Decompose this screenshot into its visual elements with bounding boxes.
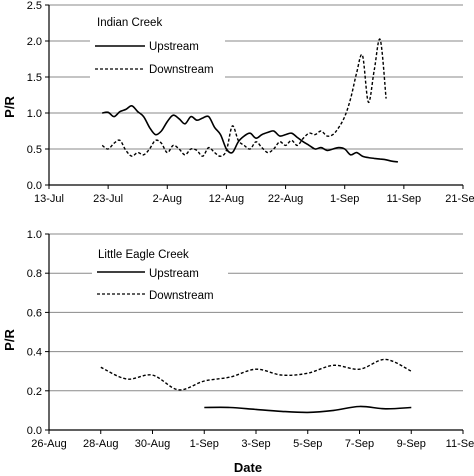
y-tick-label: 1.0 bbox=[27, 108, 42, 120]
y-tick-label: 2.5 bbox=[27, 0, 42, 12]
series-line-downstream bbox=[101, 38, 387, 157]
y-tick-label: 0.2 bbox=[27, 386, 42, 398]
panel-title: Little Eagle Creek bbox=[98, 249, 189, 261]
axes bbox=[45, 233, 464, 434]
gridlines bbox=[49, 233, 463, 392]
x-tick-label: 2-Aug bbox=[153, 193, 182, 205]
legend-downstream-label: Downstream bbox=[149, 64, 214, 76]
y-tick-label: 0.5 bbox=[27, 144, 42, 156]
legend: Upstream Downstream bbox=[95, 41, 214, 76]
panel-title: Indian Creek bbox=[97, 17, 162, 29]
panel-indian-creek: 0.0 0.5 1.0 1.5 2.0 2.5 13-Jul 23-Jul 2-Aug 12-A… bbox=[2, 0, 474, 205]
x-tick-label: 22-Aug bbox=[268, 193, 303, 205]
y-tick-label: 0.6 bbox=[27, 307, 42, 319]
series-line-upstream bbox=[204, 405, 412, 414]
x-tick-label: 11-Sep bbox=[446, 438, 474, 450]
x-tick-label: 28-Aug bbox=[83, 438, 118, 450]
x-tick-label: 26-Aug bbox=[31, 438, 66, 450]
y-axis-title: P/R bbox=[2, 329, 17, 351]
x-tick-label: 5-Sep bbox=[293, 438, 322, 450]
x-tick-label: 12-Aug bbox=[209, 193, 244, 205]
y-tick-label: 1.5 bbox=[27, 72, 42, 84]
x-axis-title: Date bbox=[234, 460, 262, 475]
y-tick-label: 0.0 bbox=[27, 180, 42, 192]
x-tick-label: 23-Jul bbox=[93, 193, 123, 205]
x-tick-label: 7-Sep bbox=[345, 438, 374, 450]
legend-downstream-label: Downstream bbox=[149, 290, 214, 302]
y-tick-label: 2.0 bbox=[27, 36, 42, 48]
series-lines bbox=[101, 38, 399, 163]
y-tick-label: 0.0 bbox=[27, 425, 42, 437]
legend-upstream-label: Upstream bbox=[149, 268, 199, 280]
x-tick-label: 3-Sep bbox=[241, 438, 270, 450]
x-tick-label: 13-Jul bbox=[34, 193, 64, 205]
x-tick-labels: 13-Jul 23-Jul 2-Aug 12-Aug 22-Aug 1-Sep 11-Sep… bbox=[34, 193, 474, 205]
panel-little-eagle-creek: 0.0 0.2 0.4 0.6 0.8 1.0 26-Aug 28-Aug 30-Aug 1-S… bbox=[2, 229, 474, 475]
y-axis-title: P/R bbox=[2, 96, 17, 118]
axes bbox=[45, 4, 464, 189]
x-tick-label: 30-Aug bbox=[135, 438, 170, 450]
x-tick-label: 9-Sep bbox=[397, 438, 426, 450]
x-tick-label: 1-Sep bbox=[190, 438, 219, 450]
y-tick-labels: 0.0 0.2 0.4 0.6 0.8 1.0 bbox=[27, 229, 42, 437]
series-line-downstream bbox=[100, 358, 412, 391]
x-tick-labels: 26-Aug 28-Aug 30-Aug 1-Sep 3-Sep 5-Sep 7-Sep 9-… bbox=[31, 438, 474, 450]
legend: Upstream Downstream bbox=[97, 268, 214, 302]
x-tick-label: 1-Sep bbox=[330, 193, 359, 205]
y-tick-label: 0.4 bbox=[27, 347, 42, 359]
legend-upstream-label: Upstream bbox=[149, 41, 199, 53]
x-tick-label: 11-Sep bbox=[387, 193, 422, 205]
series-line-upstream bbox=[102, 104, 399, 163]
x-tick-label: 21-Sep bbox=[445, 193, 474, 205]
y-tick-label: 1.0 bbox=[27, 229, 42, 241]
series-lines bbox=[100, 358, 412, 414]
y-tick-label: 0.8 bbox=[27, 268, 42, 280]
y-tick-labels: 0.0 0.5 1.0 1.5 2.0 2.5 bbox=[27, 0, 42, 192]
